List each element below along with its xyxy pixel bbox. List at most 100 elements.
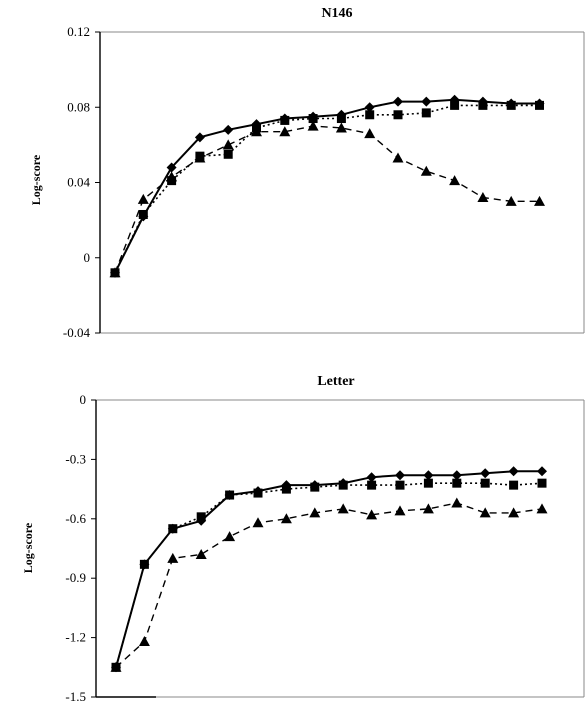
data-point-square — [450, 100, 460, 110]
data-point-square — [138, 209, 148, 219]
data-point-triangle — [505, 195, 517, 206]
data-point-triangle — [420, 165, 432, 176]
data-point-square — [338, 480, 348, 490]
y-tick-label: -1.5 — [65, 689, 86, 702]
y-tick-label: 0.04 — [67, 175, 90, 190]
data-point-diamond — [223, 124, 234, 135]
y-tick-labels: 0 -0.3 -0.6 -0.9 -1.2 -1.5 — [65, 392, 96, 702]
data-point-triangle — [137, 193, 149, 204]
chart-title: N146 — [321, 6, 352, 21]
series-line-triangle — [115, 502, 543, 668]
data-point-triangle — [280, 513, 292, 524]
data-point-triangle — [279, 126, 291, 137]
data-point-square — [395, 480, 405, 490]
data-point-triangle — [194, 152, 206, 163]
data-point-square — [421, 108, 431, 118]
data-point-diamond — [480, 468, 491, 479]
data-point-square — [281, 484, 291, 494]
y-axis-label: Log-score — [29, 154, 43, 205]
data-point-triangle — [252, 517, 264, 528]
data-point-triangle — [536, 503, 548, 514]
y-tick-label: 0 — [84, 250, 91, 265]
data-point-triangle — [307, 120, 319, 131]
data-point-square — [223, 149, 233, 159]
data-point-square — [506, 100, 516, 110]
data-point-diamond — [194, 132, 205, 143]
data-point-square — [365, 110, 375, 120]
data-point-triangle — [335, 122, 347, 133]
data-point-triangle — [364, 128, 376, 139]
data-point-square — [452, 478, 462, 488]
data-point-diamond — [395, 470, 405, 481]
data-point-square — [367, 480, 377, 490]
data-point-triangle — [251, 126, 262, 137]
data-point-square — [393, 110, 403, 120]
data-point-triangle — [392, 152, 404, 163]
data-point-diamond — [423, 470, 434, 481]
data-point-diamond — [364, 102, 375, 113]
chart-panel-letter: Letter Log-score 0 -0.3 -0.6 -0.9 -1.2 -1.5 — [21, 374, 585, 702]
data-point-square — [480, 478, 490, 488]
series-line-square — [114, 104, 540, 274]
data-point-square — [253, 488, 263, 498]
data-point-square — [308, 114, 318, 124]
data-point-diamond — [393, 96, 403, 107]
data-point-triangle — [394, 505, 406, 516]
y-axis-label: Log-score — [21, 522, 35, 573]
y-tick-label: -0.9 — [65, 570, 86, 585]
series-line-triangle — [114, 125, 540, 274]
data-point-square — [139, 559, 149, 569]
y-tick-label: 0 — [80, 392, 87, 407]
data-point-triangle — [508, 507, 520, 518]
data-point-diamond — [166, 162, 177, 173]
data-point-triangle — [479, 507, 491, 518]
data-point-square — [537, 478, 547, 488]
data-point-triangle — [167, 552, 179, 563]
y-tick-labels: 0.12 0.08 0.04 0 -0.04 — [63, 24, 100, 340]
y-tick-label: 0.08 — [67, 99, 90, 114]
data-point-square — [168, 524, 178, 534]
data-point-square — [196, 512, 206, 522]
data-point-square — [478, 100, 488, 110]
plot-area — [95, 399, 585, 698]
data-point-triangle — [366, 509, 378, 520]
y-tick-label: -0.6 — [65, 511, 86, 526]
data-point-diamond — [366, 472, 377, 483]
y-tick-label: 0.12 — [67, 24, 90, 39]
data-point-square — [280, 115, 290, 125]
data-point-diamond — [537, 466, 547, 477]
data-point-triangle — [337, 503, 349, 514]
data-point-triangle — [195, 548, 207, 559]
data-point-triangle — [138, 636, 150, 647]
data-point-triangle — [477, 192, 489, 203]
data-point-triangle — [224, 531, 236, 542]
series-line-diamond — [114, 98, 540, 274]
data-point-square — [509, 480, 519, 490]
y-tick-label: -1.2 — [65, 630, 86, 645]
data-point-square — [336, 114, 346, 124]
chart-panel-n146: N146 Log-score 0.12 0.08 0.04 0 -0.04 — [29, 6, 585, 340]
data-point-square — [310, 482, 320, 492]
data-point-triangle — [222, 139, 234, 150]
data-point-diamond — [421, 96, 432, 107]
y-tick-label: -0.04 — [63, 325, 91, 340]
plot-area — [99, 31, 585, 334]
data-point-diamond — [451, 470, 462, 481]
series-line-diamond — [115, 470, 542, 668]
data-point-triangle — [451, 497, 463, 508]
data-point-square — [535, 100, 544, 110]
data-point-triangle — [449, 175, 461, 186]
series-line-square — [115, 482, 543, 668]
y-tick-label: -0.3 — [65, 451, 86, 466]
data-point-diamond — [508, 466, 519, 477]
data-point-triangle — [422, 503, 434, 514]
data-point-triangle — [166, 171, 178, 182]
data-point-triangle — [534, 195, 545, 206]
data-point-triangle — [309, 507, 321, 518]
data-point-square — [225, 490, 235, 500]
data-point-square — [423, 478, 433, 488]
chart-title: Letter — [317, 374, 354, 389]
data-point-triangle — [109, 267, 121, 278]
data-point-triangle — [110, 661, 122, 672]
